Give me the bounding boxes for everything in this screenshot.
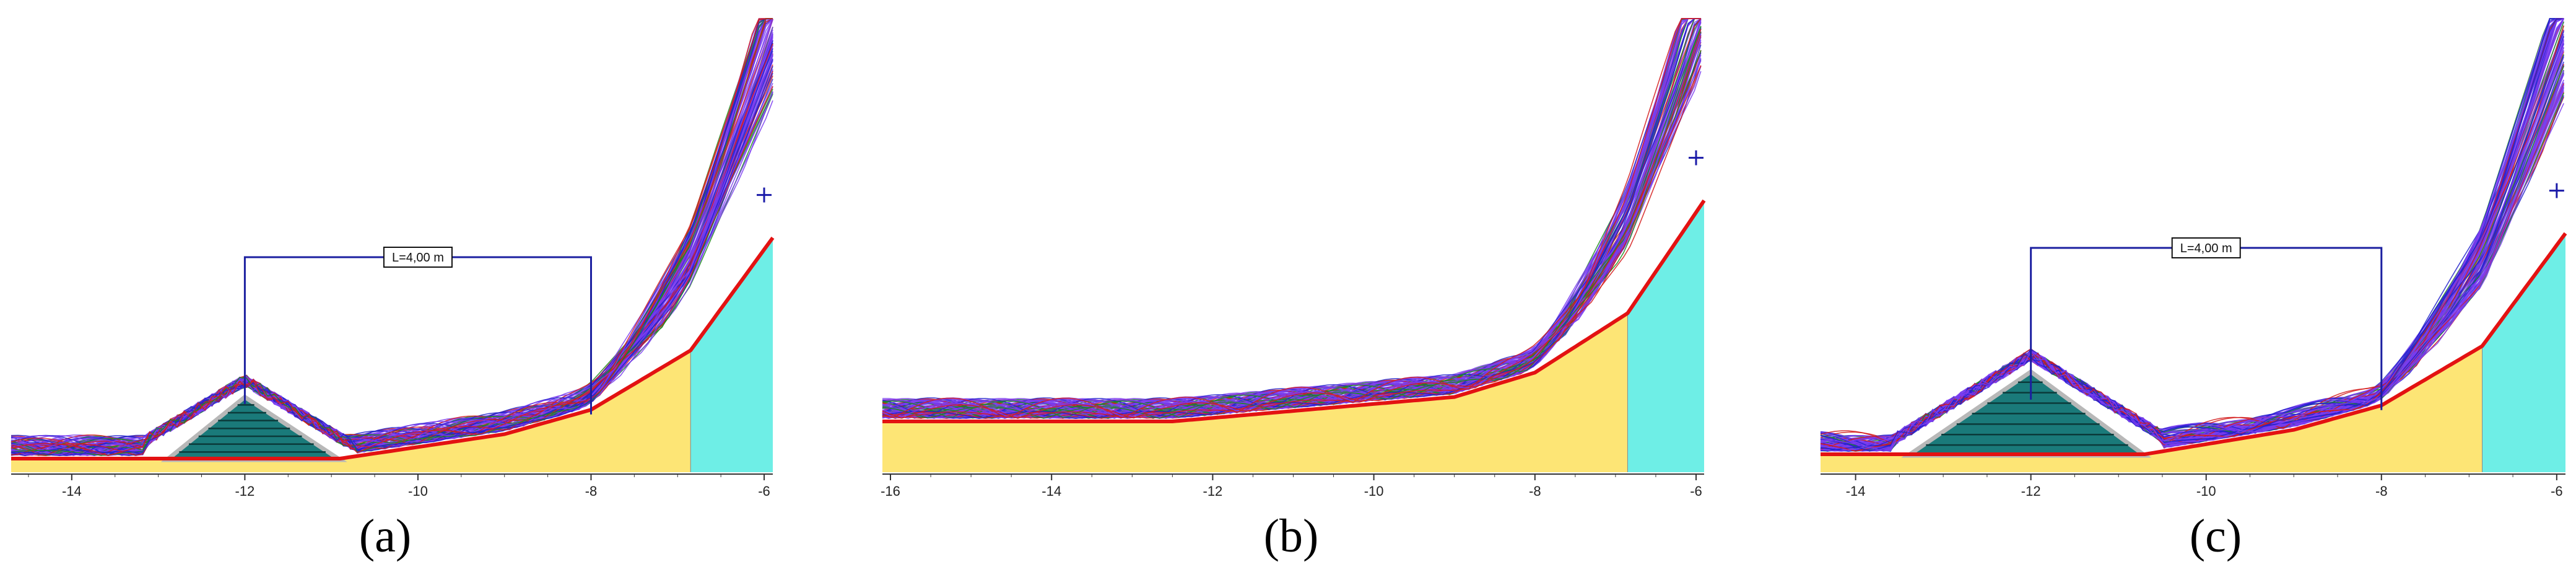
dimension-bracket — [243, 256, 592, 415]
wave-envelope-line — [1820, 18, 2564, 452]
x-tick-label: -10 — [2196, 483, 2216, 499]
x-tick-label: -12 — [235, 483, 255, 499]
water-body — [690, 239, 773, 472]
x-tick-label: -16 — [881, 483, 900, 499]
beach-sand — [11, 351, 691, 472]
water-body — [1627, 201, 1704, 472]
beach-sand — [882, 314, 1628, 472]
mean-profile-line — [882, 199, 1706, 423]
wave-envelope-line — [11, 48, 773, 455]
panel-label-b: (b) — [1264, 510, 1319, 562]
x-tick-label: -12 — [1203, 483, 1223, 499]
dimension-label: L=4,00 m — [2180, 242, 2232, 255]
wave-envelope-line — [882, 18, 1701, 419]
x-tick-label: -14 — [1846, 483, 1866, 499]
x-tick-label: -10 — [408, 483, 428, 499]
wave-envelope-line — [11, 18, 773, 455]
wave-envelope-line — [11, 86, 773, 456]
x-tick-label: -14 — [1042, 483, 1061, 499]
panel-b: -16 -14 -12 -10 -8 -6 — [881, 18, 1706, 499]
x-tick-label: -8 — [585, 483, 598, 499]
dimension-label-box — [383, 247, 453, 268]
beach-sand — [1821, 347, 2482, 472]
x-tick-label: -6 — [1690, 483, 1702, 499]
x-tick-label: -10 — [1364, 483, 1384, 499]
wave-envelope-line — [1820, 18, 2564, 452]
x-tick-label: -8 — [2375, 483, 2388, 499]
x-tick-label: -6 — [2551, 483, 2563, 499]
wave-envelope-line — [11, 18, 773, 456]
panel-label-a: (a) — [359, 510, 411, 562]
wave-envelope-line — [11, 18, 773, 456]
wave-envelope-line — [882, 26, 1702, 418]
x-tick-label: -12 — [2021, 483, 2041, 499]
dimension-label-box — [2171, 237, 2241, 258]
x-tick-label: -6 — [758, 483, 770, 499]
x-tick-label: -14 — [62, 483, 82, 499]
wave-envelope-line — [882, 18, 1701, 418]
x-tick-label: -8 — [1529, 483, 1541, 499]
panel-c: L=4,00 m -14 -12 -10 -8 -6 — [1820, 18, 2567, 499]
wave-envelope-line — [882, 65, 1702, 420]
panel-a: L=4,00 m -14 -12 -10 -8 -6 — [11, 18, 775, 499]
panel-label-c: (c) — [2190, 510, 2242, 562]
wave-envelope-line — [1820, 74, 2564, 452]
mean-profile-line — [1821, 232, 2567, 456]
wave-envelope-line — [1820, 18, 2564, 452]
wave-envelope-line — [882, 18, 1701, 418]
mean-profile-line — [11, 236, 775, 460]
wave-envelope-line — [1820, 18, 2564, 448]
dimension-label: L=4,00 m — [392, 251, 444, 265]
wave-envelope-line — [11, 58, 773, 456]
wave-envelope-line — [11, 89, 773, 455]
water-body — [2482, 234, 2565, 472]
